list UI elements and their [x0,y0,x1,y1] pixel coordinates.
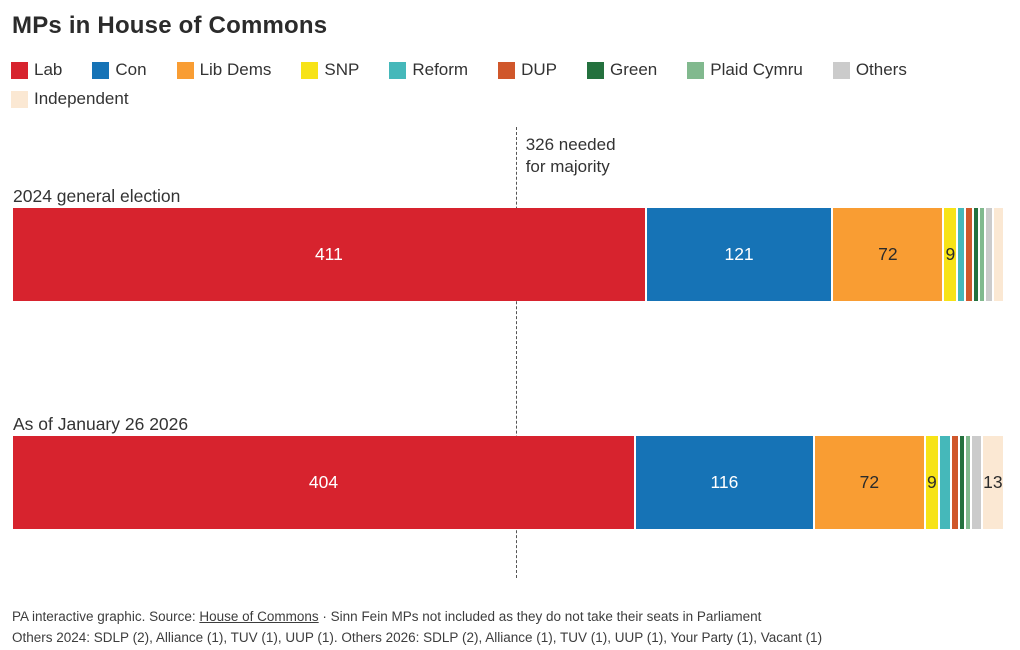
footer-others-line: Others 2024: SDLP (2), Alliance (1), TUV… [12,630,823,645]
legend-label: Others [855,60,907,79]
legend-item-independent: Independent [11,89,129,109]
legend-item-dup: DUP [498,60,557,80]
bar-label-2026: As of January 26 2026 [13,414,189,434]
segment-value-label: 72 [859,472,880,492]
legend-item-reform: Reform [389,60,468,80]
legend-swatch-icon [92,61,110,79]
bar-segment-lib-dems: 72 [814,436,926,529]
legend-swatch-icon [498,61,516,79]
majority-annotation-line1: 326 needed [525,135,616,154]
bar-segment-plaid-cymru [979,208,986,301]
legend-swatch-icon [176,61,194,79]
legend-item-lab: Lab [11,60,62,80]
bar-segment-snp: 9 [944,208,959,301]
segment-value-label: 121 [724,244,754,264]
segment-value-label: 411 [314,244,343,264]
footer: PA interactive graphic. Source: House of… [12,606,822,648]
stacked-bar-2026: 404 116 72 9 13 [13,436,1003,529]
page-title: MPs in House of Commons [12,12,328,39]
bar-segment-snp: 9 [925,436,940,529]
bar-segment-green [959,436,966,529]
bar-segment-lab: 404 [13,436,636,529]
majority-threshold-line [515,127,517,578]
legend-swatch-icon [832,61,850,79]
legend: Lab Con Lib Dems SNP Reform DUP Green Plaid Cym… [11,60,961,109]
legend-swatch-icon [687,61,705,79]
legend-label: Lib Dems [199,60,272,79]
legend-item-others: Others [832,60,907,80]
legend-label: Lab [34,60,63,79]
segment-value-label: 404 [308,472,339,492]
legend-label: Independent [34,89,129,108]
legend-item-snp: SNP [301,60,359,80]
bar-label-2024: 2024 general election [13,186,181,206]
legend-label: Con [115,60,147,79]
bar-segment-con: 121 [646,208,834,301]
legend-item-green: Green [586,60,658,80]
bar-segment-reform [939,436,953,529]
segment-value-label: 9 [926,472,937,492]
legend-label: DUP [521,60,557,79]
legend-item-con: Con [92,60,147,80]
footer-source-line: PA interactive graphic. Source: House of… [12,606,822,627]
plot-area: 326 needed for majority 2024 general ele… [13,0,1003,650]
bar-segment-con: 116 [635,436,815,529]
stacked-bar-2024: 411 121 72 9 [13,208,1003,301]
source-link[interactable]: House of Commons [199,609,319,624]
bar-segment-reform [958,208,966,301]
bar-segment-others [985,208,994,301]
segment-value-label: 116 [710,472,739,492]
footer-source-suffix: · Sinn Fein MPs not included as they do … [318,609,762,624]
legend-swatch-icon [11,90,28,108]
legend-swatch-icon [586,61,604,79]
bar-segment-dup [965,208,974,301]
legend-swatch-icon [11,61,28,79]
legend-swatch-icon [389,61,407,79]
bar-segment-independent: 13 [982,436,1003,529]
footer-source-prefix: PA interactive graphic. Source: [12,609,200,624]
segment-value-label: 72 [878,244,898,264]
legend-label: Green [609,60,658,79]
segment-value-label: 13 [983,472,1003,492]
segment-value-label: 9 [945,244,956,264]
majority-annotation: 326 needed for majority [526,134,616,178]
legend-swatch-icon [301,61,319,79]
bar-segment-others [972,436,983,529]
bar-segment-green [973,208,980,301]
bar-segment-plaid-cymru [965,436,973,529]
legend-item-lib-dems: Lib Dems [176,60,272,80]
bar-segment-lib-dems: 72 [833,208,945,301]
bar-segment-lab: 411 [13,208,647,301]
legend-item-plaid-cymru: Plaid Cymru [687,60,803,80]
legend-label: SNP [324,60,360,79]
legend-label: Reform [412,60,469,79]
legend-label: Plaid Cymru [710,60,803,79]
bar-segment-dup [952,436,960,529]
bar-segment-independent [993,208,1003,301]
majority-annotation-line2: for majority [525,157,610,176]
